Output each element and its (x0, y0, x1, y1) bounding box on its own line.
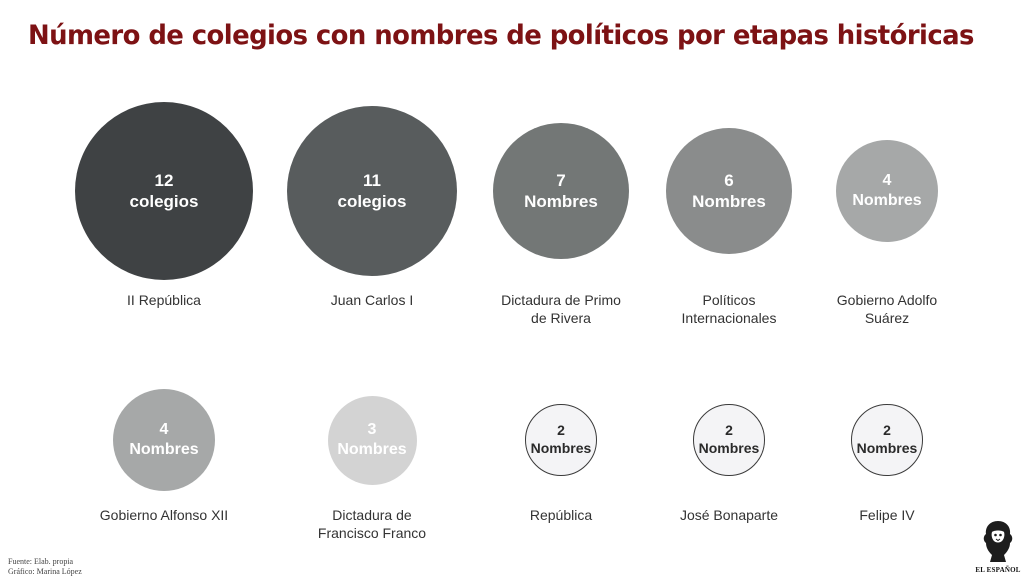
category-label-felipe-iv: Felipe IV (859, 507, 915, 523)
bubble-value: 4 (159, 420, 169, 438)
bubble-dictadura-de-francisco-franco: 3 Nombres (327, 395, 417, 485)
bubble-unit: colegios (337, 191, 407, 211)
bubble-value: 12 (154, 170, 174, 190)
bubble-unit: Nombres (530, 439, 592, 456)
bubble-value: 4 (882, 171, 892, 189)
bubble-value: 2 (883, 422, 891, 439)
bubble-ii-republica: 12 colegios (75, 102, 253, 280)
category-label-jose-bonaparte: José Bonaparte (679, 507, 779, 523)
category-label-ii-republica: II República (127, 292, 201, 308)
bubble-value: 11 (363, 170, 381, 190)
category-label-dictadura-de-francisco-franco: Dictadura de Francisco Franco (317, 507, 427, 541)
category-label-dictadura-de-primo-de-rivera: Dictadura de Primo de Rivera (501, 292, 621, 326)
bubble-gobierno-adolfo-suarez: 4 Nombres (835, 139, 939, 243)
bubble-unit: Nombres (337, 441, 407, 458)
bubble-republica: 2 Nombres (524, 403, 598, 477)
bubble-unit: colegios (129, 192, 199, 211)
bubble-unit: Nombres (129, 440, 199, 458)
bubble-jose-bonaparte: 2 Nombres (692, 403, 766, 477)
bubble-unit: Nombres (856, 439, 918, 456)
bubble-felipe-iv: 2 Nombres (850, 403, 924, 477)
bubble-value: 7 (556, 170, 566, 190)
category-label-politicos-internacionales: Políticos Internacionales (681, 292, 777, 326)
author-credit: Gráfico: Marina López (8, 567, 82, 576)
source-note: Fuente: Elab. propia (8, 557, 74, 566)
logo-wordmark: EL ESPAÑOL (975, 566, 1021, 574)
bubble-value: 2 (725, 422, 733, 439)
bubble-politicos-internacionales: 6 Nombres (666, 128, 792, 254)
bubble-value: 3 (367, 421, 377, 438)
bubble-dictadura-de-primo-de-rivera: 7 Nombres (493, 123, 629, 259)
chart-title: Número de colegios con nombres de políti… (28, 20, 974, 51)
bubble-unit: Nombres (852, 191, 922, 209)
category-label-gobierno-alfonso-xii: Gobierno Alfonso XII (99, 507, 229, 523)
bubble-gobierno-alfonso-xii: 4 Nombres (112, 388, 216, 492)
bubble-juan-carlos-i: 11 colegios (286, 105, 458, 277)
bubble-value: 2 (557, 422, 565, 439)
el-espanol-logo: EL ESPAÑOL (974, 518, 1022, 574)
bubble-unit: Nombres (698, 439, 760, 456)
category-label-republica: República (529, 507, 593, 523)
bubble-unit: Nombres (524, 191, 598, 211)
lion-icon (983, 521, 1013, 562)
footer-credits: Fuente: Elab. propia Gráfico: Marina Lóp… (8, 557, 82, 577)
bubble-value: 6 (724, 170, 734, 190)
category-label-gobierno-adolfo-suarez: Gobierno Adolfo Suárez (836, 292, 938, 326)
category-label-juan-carlos-i: Juan Carlos I (330, 292, 414, 308)
bubble-unit: Nombres (692, 191, 766, 211)
